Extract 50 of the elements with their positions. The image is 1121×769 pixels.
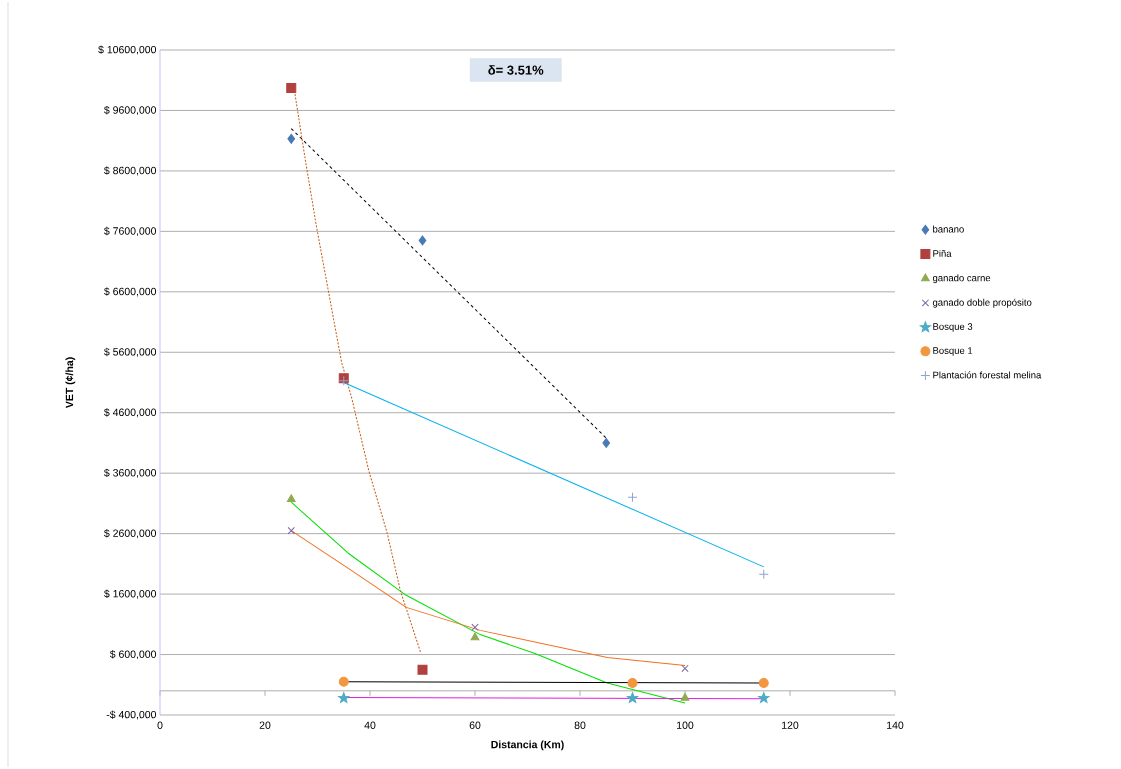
point [758, 677, 769, 688]
point [287, 133, 296, 144]
legend-label: Bosque 3 [933, 323, 973, 332]
point [627, 492, 638, 503]
point [286, 83, 297, 94]
legend-label: banano [933, 225, 964, 233]
legend-label: Bosque 1 [933, 347, 973, 356]
x-tick-label: 0 [157, 721, 163, 729]
x-tick-label: 140 [887, 721, 904, 729]
y-tick-label: $ 5600,000 [104, 347, 157, 357]
legend-label: ganado doble propósito [932, 298, 1032, 308]
point [626, 692, 639, 703]
x-tick-label: 40 [364, 721, 376, 729]
y-tick-label: $ 8600,000 [104, 166, 157, 176]
point [338, 692, 350, 703]
y-tick-label: $ 4600,000 [104, 408, 157, 418]
point [758, 569, 769, 580]
y-tick-label: $ 2600,000 [104, 529, 157, 539]
y-axis-title: VET (¢/ha) [65, 357, 76, 409]
point [681, 664, 689, 673]
point [758, 692, 770, 703]
point [417, 664, 428, 675]
point [287, 526, 295, 535]
y-tick-label: $ 10600,000 [98, 45, 157, 55]
line-series [290, 530, 686, 666]
y-tick-label: $ 6600,000 [104, 287, 157, 297]
x-axis-title: Distancia (Km) [491, 740, 564, 751]
x-tick-label: 80 [574, 721, 586, 729]
point [602, 437, 611, 448]
point [471, 623, 479, 632]
point [680, 693, 690, 701]
point [338, 676, 349, 687]
y-tick-label: -$ 400,000 [106, 710, 157, 720]
y-tick-label: $ 3600,000 [104, 468, 157, 478]
x-tick-label: 100 [677, 721, 694, 729]
y-tick-label: $ 600,000 [109, 650, 157, 660]
x-tick-label: 20 [259, 721, 271, 729]
legend-label: ganado carne [932, 274, 991, 284]
legend-label: Piña [933, 249, 952, 257]
y-tick-label: $ 7600,000 [104, 226, 157, 236]
point [470, 632, 480, 641]
x-tick-label: 60 [469, 721, 481, 729]
x-tick-label: 120 [782, 721, 799, 729]
y-tick-label: $ 1600,000 [104, 589, 157, 599]
point [286, 494, 296, 502]
point [418, 235, 427, 246]
point [627, 677, 638, 688]
y-tick-label: $ 9600,000 [104, 105, 157, 116]
legend-label: Plantación forestal melina [933, 371, 1042, 379]
annotation: δ= 3.51% [488, 65, 544, 75]
